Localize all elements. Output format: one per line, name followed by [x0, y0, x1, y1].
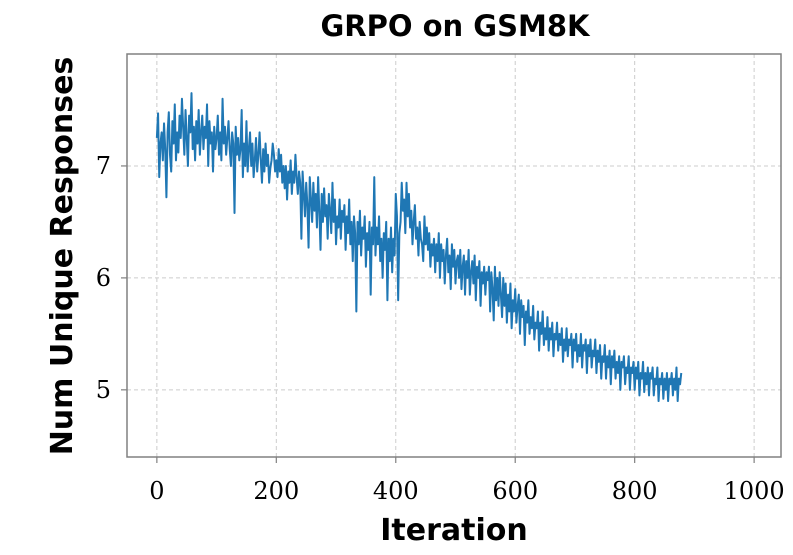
- chart-title: GRPO on GSM8K: [320, 9, 591, 43]
- x-tick-label: 600: [492, 477, 538, 505]
- x-tick-label: 0: [149, 477, 164, 505]
- series-line: [155, 92, 683, 403]
- plot-frame: [126, 53, 782, 458]
- x-tick-label: 400: [373, 477, 419, 505]
- x-tick-label: 1000: [724, 477, 785, 505]
- series-layer: [155, 92, 683, 403]
- x-tick-label: 200: [253, 477, 299, 505]
- tick-layer: 0 200 400 600 800 1000 5 6 7: [96, 152, 785, 505]
- y-tick-label: 7: [96, 152, 111, 180]
- x-axis-label: Iteration: [380, 513, 527, 548]
- x-tick-label: 800: [612, 477, 658, 505]
- y-axis-label: Num Unique Responses: [45, 57, 80, 456]
- y-tick-label: 6: [96, 264, 111, 292]
- y-tick-label: 5: [96, 376, 111, 404]
